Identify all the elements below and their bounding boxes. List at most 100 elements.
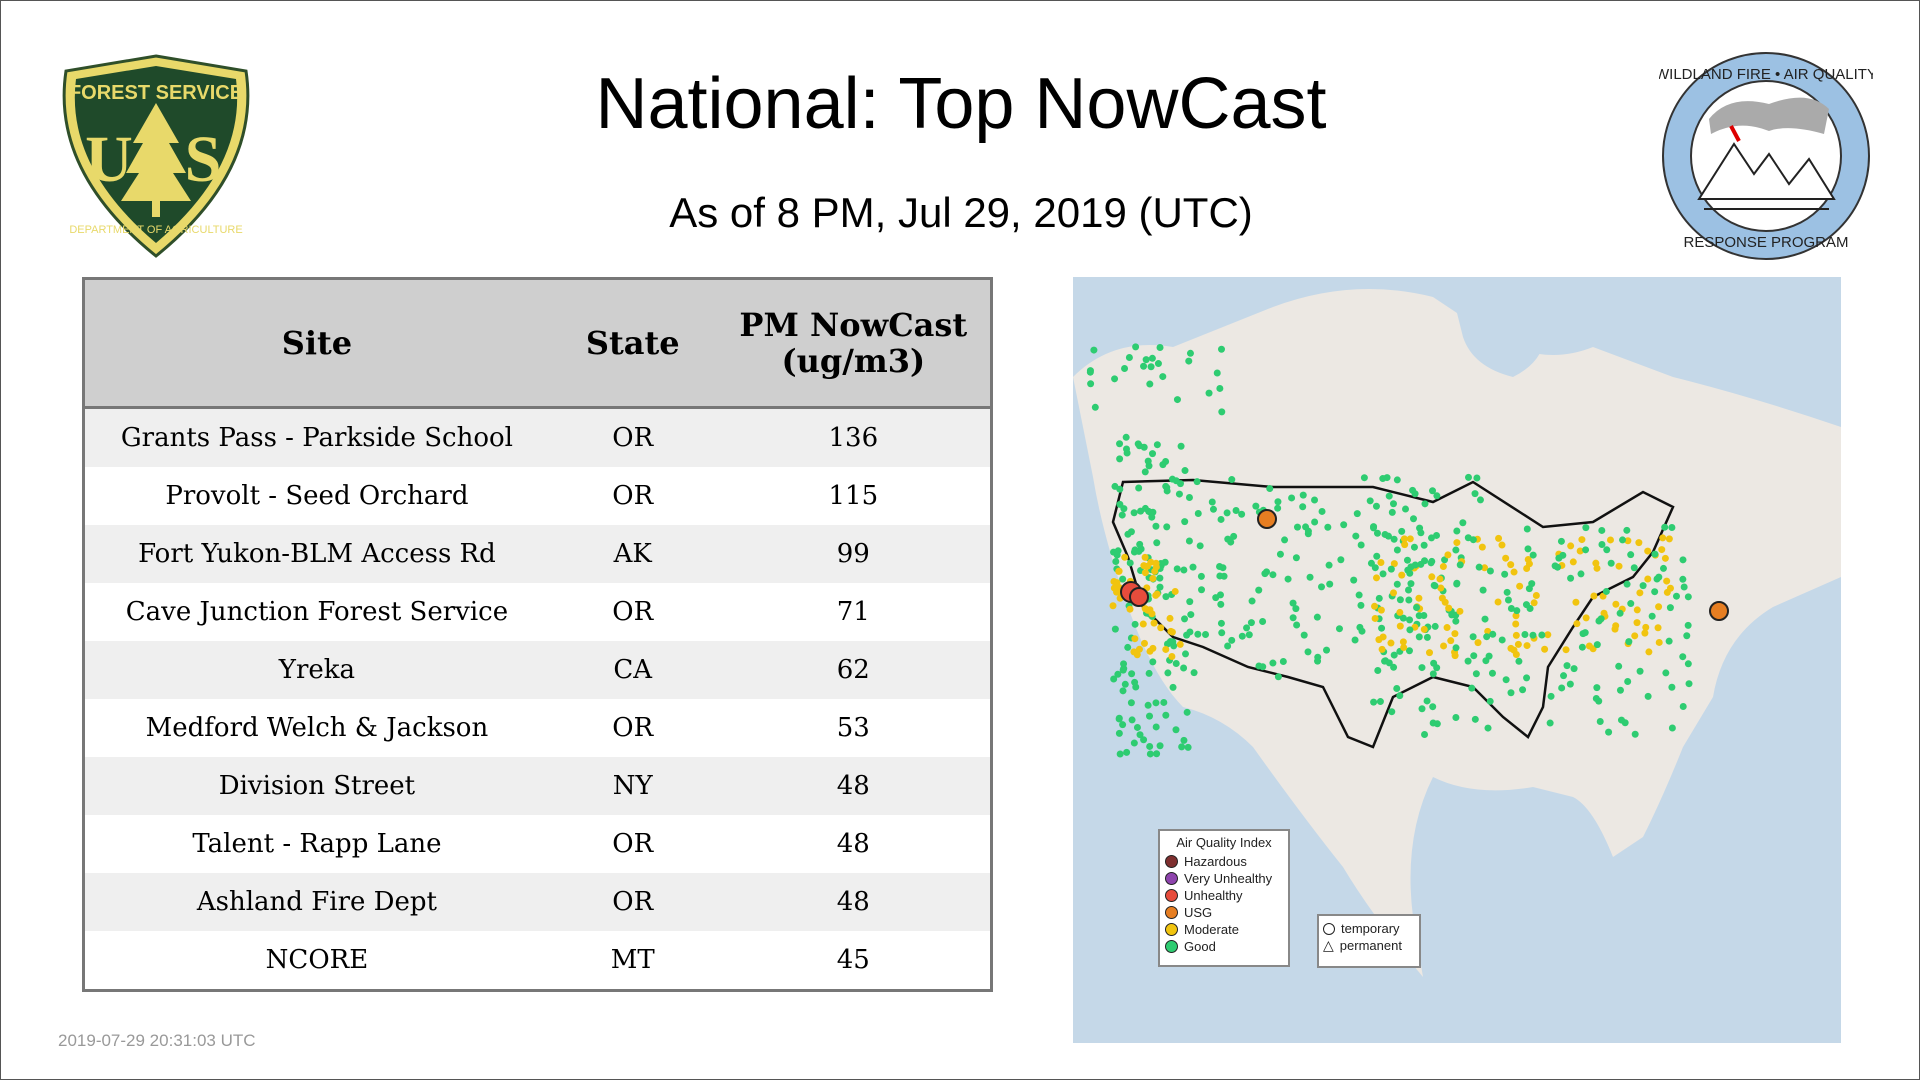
monitor-dot[interactable] (1176, 640, 1184, 648)
monitor-dot[interactable] (1452, 546, 1460, 554)
monitor-dot[interactable] (1184, 743, 1192, 751)
monitor-dot[interactable] (1423, 633, 1431, 641)
monitor-dot[interactable] (1353, 510, 1361, 518)
monitor-dot[interactable] (1421, 731, 1429, 739)
monitor-dot[interactable] (1187, 611, 1195, 619)
monitor-dot[interactable] (1141, 468, 1149, 476)
monitor-dot[interactable] (1115, 567, 1123, 575)
monitor-dot[interactable] (1558, 684, 1566, 692)
monitor-dot[interactable] (1486, 697, 1494, 705)
monitor-dot[interactable] (1352, 532, 1360, 540)
monitor-dot[interactable] (1655, 638, 1663, 646)
monitor-dot[interactable] (1582, 614, 1590, 622)
monitor-dot[interactable] (1396, 622, 1404, 630)
monitor-dot[interactable] (1337, 556, 1345, 564)
monitor-dot[interactable] (1420, 625, 1428, 633)
monitor-dot[interactable] (1369, 524, 1377, 532)
monitor-dot[interactable] (1684, 621, 1692, 629)
monitor-dot[interactable] (1625, 638, 1633, 646)
monitor-dot[interactable] (1383, 474, 1391, 482)
monitor-dot[interactable] (1429, 487, 1437, 495)
monitor-dot[interactable] (1655, 603, 1663, 611)
monitor-dot[interactable] (1679, 653, 1687, 661)
monitor-dot[interactable] (1615, 562, 1623, 570)
monitor-dot[interactable] (1597, 615, 1605, 623)
monitor-dot[interactable] (1381, 657, 1389, 665)
monitor-dot[interactable] (1592, 559, 1600, 567)
monitor-dot[interactable] (1481, 615, 1489, 623)
monitor-dot[interactable] (1631, 632, 1639, 640)
monitor-dot[interactable] (1512, 651, 1520, 659)
monitor-dot[interactable] (1393, 685, 1401, 693)
monitor-dot[interactable] (1181, 518, 1189, 526)
monitor-dot[interactable] (1116, 455, 1124, 463)
monitor-dot[interactable] (1255, 662, 1263, 670)
monitor-dot[interactable] (1523, 525, 1531, 533)
monitor-dot[interactable] (1152, 559, 1160, 567)
monitor-dot[interactable] (1665, 637, 1673, 645)
monitor-dot[interactable] (1475, 563, 1483, 571)
monitor-dot[interactable] (1420, 541, 1428, 549)
monitor-dot[interactable] (1357, 601, 1365, 609)
monitor-dot[interactable] (1624, 677, 1632, 685)
monitor-dot[interactable] (1247, 619, 1255, 627)
monitor-dot[interactable] (1128, 716, 1136, 724)
monitor-dot[interactable] (1665, 535, 1673, 543)
monitor-dot[interactable] (1379, 570, 1387, 578)
monitor-dot[interactable] (1684, 593, 1692, 601)
monitor-dot[interactable] (1178, 743, 1186, 751)
monitor-dot[interactable] (1502, 554, 1510, 562)
monitor-dot[interactable] (1146, 742, 1154, 750)
monitor-dot[interactable] (1623, 526, 1631, 534)
monitor-dot[interactable] (1112, 557, 1120, 565)
monitor-dot[interactable] (1430, 581, 1438, 589)
monitor-dot[interactable] (1612, 622, 1620, 630)
monitor-dot[interactable] (1503, 588, 1511, 596)
monitor-dot[interactable] (1437, 584, 1445, 592)
monitor-dot[interactable] (1406, 626, 1414, 634)
monitor-dot[interactable] (1631, 730, 1639, 738)
monitor-dot[interactable] (1684, 660, 1692, 668)
monitor-dot[interactable] (1398, 571, 1406, 579)
monitor-dot[interactable] (1636, 667, 1644, 675)
monitor-dot[interactable] (1381, 530, 1389, 538)
monitor-dot[interactable] (1120, 660, 1128, 668)
monitor-dot[interactable] (1140, 736, 1148, 744)
monitor-dot[interactable] (1547, 692, 1555, 700)
monitor-dot[interactable] (1672, 592, 1680, 600)
monitor-dot[interactable] (1523, 642, 1531, 650)
monitor-dot[interactable] (1182, 650, 1190, 658)
monitor-dot[interactable] (1538, 631, 1546, 639)
monitor-dot[interactable] (1453, 539, 1461, 547)
monitor-dot[interactable] (1448, 611, 1456, 619)
monitor-dot[interactable] (1116, 750, 1124, 758)
monitor-dot[interactable] (1389, 500, 1397, 508)
monitor-dot[interactable] (1633, 619, 1641, 627)
monitor-dot[interactable] (1131, 546, 1139, 554)
monitor-dot[interactable] (1323, 646, 1331, 654)
monitor-dot[interactable] (1472, 670, 1480, 678)
monitor-dot[interactable] (1651, 550, 1659, 558)
monitor-dot[interactable] (1431, 622, 1439, 630)
monitor-dot[interactable] (1406, 616, 1414, 624)
monitor-dot[interactable] (1122, 445, 1130, 453)
monitor-dot[interactable] (1115, 715, 1123, 723)
monitor-dot[interactable] (1607, 559, 1615, 567)
monitor-dot[interactable] (1194, 510, 1202, 518)
monitor-dot[interactable] (1418, 705, 1426, 713)
monitor-dot[interactable] (1110, 584, 1118, 592)
monitor-dot[interactable] (1405, 586, 1413, 594)
monitor-dot[interactable] (1661, 523, 1669, 531)
monitor-dot[interactable] (1366, 497, 1374, 505)
monitor-dot[interactable] (1563, 662, 1571, 670)
monitor-dot[interactable] (1375, 636, 1383, 644)
monitor-dot[interactable] (1208, 498, 1216, 506)
monitor-dot[interactable] (1168, 652, 1176, 660)
monitor-dot[interactable] (1130, 509, 1138, 517)
monitor-dot[interactable] (1217, 600, 1225, 608)
monitor-dot[interactable] (1172, 659, 1180, 667)
monitor-dot[interactable] (1486, 567, 1494, 575)
monitor-dot[interactable] (1144, 457, 1152, 465)
monitor-dot[interactable] (1375, 594, 1383, 602)
monitor-dot[interactable] (1121, 680, 1129, 688)
